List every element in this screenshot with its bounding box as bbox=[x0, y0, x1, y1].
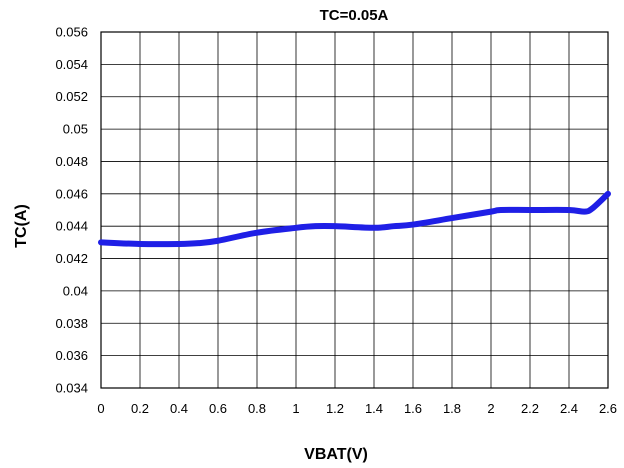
x-tick-label: 2.4 bbox=[560, 401, 578, 416]
x-tick-label: 1.8 bbox=[443, 401, 461, 416]
chart-title: TC=0.05A bbox=[320, 7, 389, 24]
x-tick-label: 0.2 bbox=[131, 401, 149, 416]
x-axis-title: VBAT(V) bbox=[304, 446, 368, 463]
grid-lines bbox=[101, 32, 608, 388]
y-axis-title: TC(A) bbox=[13, 204, 30, 248]
x-tick-label: 0 bbox=[97, 401, 104, 416]
x-tick-labels: 0 0.2 0.4 0.6 0.8 1 1.2 1.4 1.6 1.8 2 2.2 2.4 2.6 bbox=[97, 401, 617, 416]
y-tick-label: 0.052 bbox=[55, 89, 88, 104]
y-tick-label: 0.038 bbox=[55, 316, 88, 331]
series-layer bbox=[98, 190, 611, 248]
x-tick-label: 0.6 bbox=[209, 401, 227, 416]
y-tick-labels: 0.034 0.036 0.038 0.04 0.042 0.044 0.046 0.048 0… bbox=[55, 25, 88, 396]
y-tick-label: 0.05 bbox=[63, 122, 88, 137]
y-tick-label: 0.054 bbox=[55, 57, 88, 72]
x-tick-label: 1 bbox=[292, 401, 299, 416]
x-tick-label: 0.8 bbox=[248, 401, 266, 416]
x-tick-label: 1.4 bbox=[365, 401, 383, 416]
y-tick-label: 0.056 bbox=[55, 25, 88, 40]
x-tick-label: 1.2 bbox=[326, 401, 344, 416]
x-tick-label: 0.4 bbox=[170, 401, 188, 416]
y-tick-label: 0.046 bbox=[55, 186, 88, 201]
y-tick-label: 0.04 bbox=[63, 283, 88, 298]
y-tick-label: 0.034 bbox=[55, 381, 88, 396]
x-tick-label: 2.2 bbox=[521, 401, 539, 416]
y-tick-label: 0.042 bbox=[55, 251, 88, 266]
y-tick-label: 0.036 bbox=[55, 348, 88, 363]
plot-area-frame bbox=[100, 31, 609, 389]
y-tick-label: 0.048 bbox=[55, 154, 88, 169]
x-tick-label: 2 bbox=[487, 401, 494, 416]
series-line-0 bbox=[98, 190, 611, 248]
x-tick-label: 1.6 bbox=[404, 401, 422, 416]
x-tick-label: 2.6 bbox=[599, 401, 617, 416]
y-tick-label: 0.044 bbox=[55, 219, 88, 234]
